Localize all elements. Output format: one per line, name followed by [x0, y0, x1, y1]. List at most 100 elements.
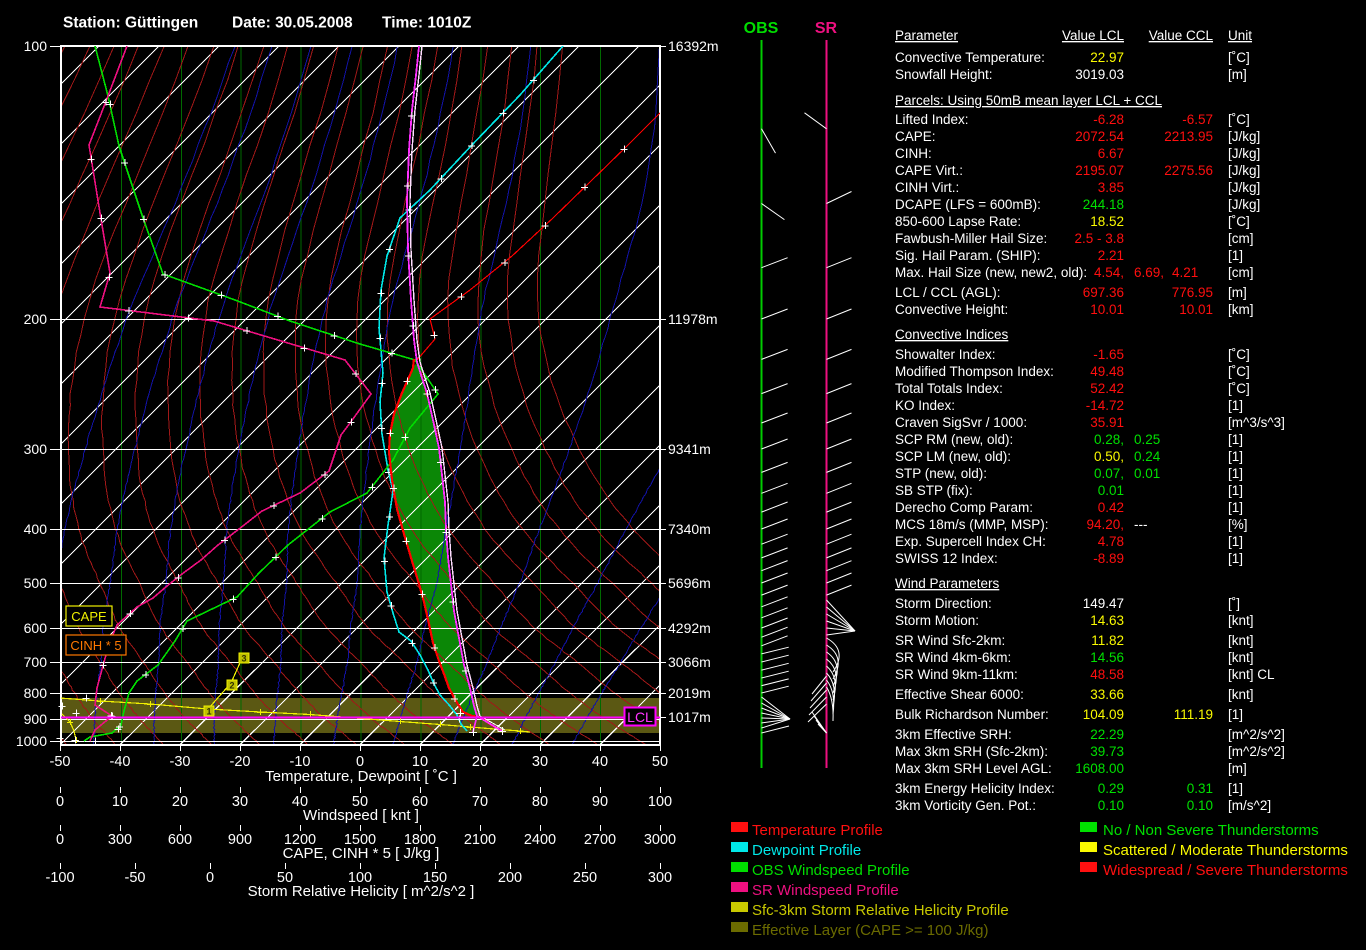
svg-text:[J/kg]: [J/kg]	[1228, 197, 1260, 212]
svg-text:[J/kg]: [J/kg]	[1228, 180, 1260, 195]
svg-text:200: 200	[498, 870, 522, 886]
svg-text:Convective Temperature:: Convective Temperature:	[895, 50, 1045, 65]
svg-text:SWISS 12 Index:: SWISS 12 Index:	[895, 551, 998, 566]
svg-text:SR Wind 4km-6km:: SR Wind 4km-6km:	[895, 650, 1011, 665]
svg-text:50: 50	[352, 794, 368, 810]
svg-text:1017m: 1017m	[668, 709, 711, 725]
svg-text:Effective Shear 6000:: Effective Shear 6000:	[895, 687, 1024, 702]
svg-text:50: 50	[652, 754, 668, 770]
svg-text:Max. Hail Size (new, new2, old: Max. Hail Size (new, new2, old):	[895, 265, 1087, 280]
svg-text:2019m: 2019m	[668, 685, 711, 701]
svg-text:KO Index:: KO Index:	[895, 398, 955, 413]
svg-text:10.01: 10.01	[1179, 302, 1213, 317]
svg-text:3: 3	[241, 654, 246, 664]
svg-text:10: 10	[412, 754, 428, 770]
svg-text:250: 250	[573, 870, 597, 886]
svg-text:Widespread / Severe Thundersto: Widespread / Severe Thunderstorms	[1103, 862, 1348, 879]
svg-text:Snowfall Height:: Snowfall Height:	[895, 67, 993, 82]
svg-text:[1]: [1]	[1228, 707, 1243, 722]
svg-text:SR Wind 9km-11km:: SR Wind 9km-11km:	[895, 667, 1018, 682]
svg-text:-30: -30	[170, 754, 191, 770]
svg-text:[1]: [1]	[1228, 483, 1243, 498]
svg-text:Storm Direction:: Storm Direction:	[895, 596, 992, 611]
svg-text:60: 60	[412, 794, 428, 810]
svg-text:150: 150	[423, 870, 447, 886]
svg-text:Sig. Hail Param. (SHIP):: Sig. Hail Param. (SHIP):	[895, 248, 1041, 263]
svg-text:[knt]: [knt]	[1228, 633, 1254, 648]
svg-text:70: 70	[472, 794, 488, 810]
svg-text:[J/kg]: [J/kg]	[1228, 163, 1260, 178]
svg-text:0: 0	[206, 870, 214, 886]
svg-text:14.56: 14.56	[1090, 650, 1124, 665]
svg-text:-20: -20	[230, 754, 251, 770]
svg-text:[knt]: [knt]	[1228, 650, 1254, 665]
svg-text:[m^3/s^3]: [m^3/s^3]	[1228, 415, 1285, 430]
svg-text:[J/kg]: [J/kg]	[1228, 129, 1260, 144]
svg-text:Derecho Comp Param:: Derecho Comp Param:	[895, 500, 1033, 515]
svg-text:2: 2	[229, 681, 234, 691]
svg-text:[1]: [1]	[1228, 781, 1243, 796]
svg-text:[cm]: [cm]	[1228, 265, 1254, 280]
svg-text:0: 0	[356, 754, 364, 770]
svg-text:20: 20	[472, 754, 488, 770]
svg-text:Storm Relative Helicity [ m^2: Storm Relative Helicity [ m^2/s^2 ]	[248, 883, 475, 900]
svg-text:3000: 3000	[644, 832, 676, 848]
svg-text:40: 40	[592, 754, 608, 770]
svg-text:100: 100	[648, 794, 672, 810]
svg-text:600: 600	[24, 620, 48, 636]
svg-text:[%]: [%]	[1228, 517, 1248, 532]
svg-text:22.29: 22.29	[1090, 727, 1124, 742]
svg-text:[m]: [m]	[1228, 285, 1247, 300]
svg-text:Parameter: Parameter	[895, 28, 959, 43]
svg-text:3km Energy Helicity Index:: 3km Energy Helicity Index:	[895, 781, 1055, 796]
svg-text:[1]: [1]	[1228, 449, 1243, 464]
svg-text:Effective Layer (CAPE >= 100 J: Effective Layer (CAPE >= 100 J/kg)	[752, 922, 989, 939]
svg-text:Showalter Index:: Showalter Index:	[895, 347, 996, 362]
svg-text:49.48: 49.48	[1090, 364, 1124, 379]
svg-text:100: 100	[24, 38, 48, 54]
svg-text:[˚C]: [˚C]	[1228, 214, 1250, 229]
svg-text:[˚C]: [˚C]	[1228, 347, 1250, 362]
svg-text:7340m: 7340m	[668, 521, 711, 537]
svg-text:Parcels: Using 50mB mean layer: Parcels: Using 50mB mean layer LCL + CCL	[895, 93, 1162, 108]
svg-text:20: 20	[172, 794, 188, 810]
svg-text:Time: 1010Z: Time: 1010Z	[382, 15, 472, 32]
svg-text:Dewpoint Profile: Dewpoint Profile	[752, 842, 861, 859]
svg-text:1200: 1200	[284, 832, 316, 848]
svg-text:[˚C]: [˚C]	[1228, 381, 1250, 396]
svg-text:Windspeed [ knt ]: Windspeed [ knt ]	[303, 807, 419, 824]
svg-text:Bulk Richardson Number:: Bulk Richardson Number:	[895, 707, 1049, 722]
svg-text:2213.95: 2213.95	[1164, 129, 1213, 144]
svg-text:52.42: 52.42	[1090, 381, 1124, 396]
svg-text:0.10: 0.10	[1098, 798, 1124, 813]
svg-text:0.31: 0.31	[1187, 781, 1213, 796]
svg-text:35.91: 35.91	[1090, 415, 1124, 430]
svg-text:94.20,: 94.20,	[1086, 517, 1124, 532]
svg-text:-40: -40	[110, 754, 131, 770]
svg-text:DCAPE (LFS = 600mB):: DCAPE (LFS = 600mB):	[895, 197, 1041, 212]
svg-text:Temperature, Dewpoint [ ˚C ]: Temperature, Dewpoint [ ˚C ]	[265, 768, 457, 785]
svg-text:244.18: 244.18	[1083, 197, 1124, 212]
svg-text:0.10: 0.10	[1187, 798, 1213, 813]
svg-text:18.52: 18.52	[1090, 214, 1124, 229]
svg-text:Temperature Profile: Temperature Profile	[752, 822, 883, 839]
svg-text:11978m: 11978m	[668, 311, 718, 327]
svg-text:SB STP (fix):: SB STP (fix):	[895, 483, 973, 498]
svg-text:Max 3km SRH Level AGL:: Max 3km SRH Level AGL:	[895, 761, 1052, 776]
svg-text:LCL: LCL	[627, 709, 653, 725]
svg-text:Max 3km SRH (Sfc-2km):: Max 3km SRH (Sfc-2km):	[895, 744, 1048, 759]
svg-text:Convective Indices: Convective Indices	[895, 327, 1009, 342]
svg-text:1: 1	[206, 707, 211, 717]
svg-text:9341m: 9341m	[668, 441, 711, 457]
svg-text:850-600 Lapse Rate:: 850-600 Lapse Rate:	[895, 214, 1021, 229]
svg-text:3km Vorticity Gen. Pot.:: 3km Vorticity Gen. Pot.:	[895, 798, 1036, 813]
svg-text:22.97: 22.97	[1090, 50, 1124, 65]
svg-text:10: 10	[112, 794, 128, 810]
svg-text:2275.56: 2275.56	[1164, 163, 1213, 178]
svg-text:[1]: [1]	[1228, 534, 1243, 549]
svg-text:1608.00: 1608.00	[1075, 761, 1124, 776]
svg-text:90: 90	[592, 794, 608, 810]
svg-text:[knt]: [knt]	[1228, 687, 1254, 702]
svg-text:SCP LM (new, old):: SCP LM (new, old):	[895, 449, 1011, 464]
svg-text:CAPE, CINH * 5 [ J/kg ]: CAPE, CINH * 5 [ J/kg ]	[283, 845, 440, 862]
